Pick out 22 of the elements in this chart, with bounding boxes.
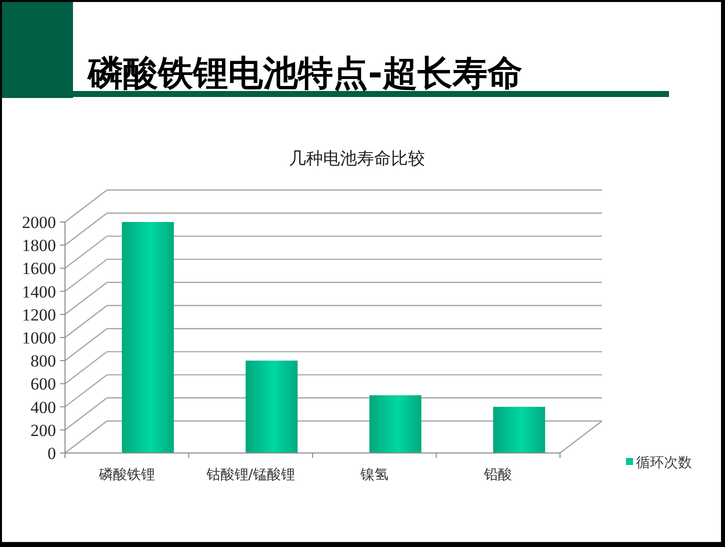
x-tick-label: 磷酸铁锂 (98, 467, 155, 483)
y-tick-label: 800 (30, 352, 56, 371)
y-tick-label: 600 (30, 374, 56, 394)
bar (493, 406, 546, 453)
y-tick-label: 400 (30, 398, 56, 417)
y-tick-label: 2000 (22, 212, 56, 232)
x-tick-label: 钴酸锂/锰酸锂 (205, 467, 295, 483)
y-tick-label: 1600 (22, 259, 56, 278)
chart-subtitle: 几种电池寿命比较 (289, 149, 425, 169)
y-tick-label: 200 (30, 420, 56, 440)
y-tick-label: 1400 (22, 282, 56, 302)
y-tick-label: 1200 (22, 305, 56, 324)
legend-label: 循环次数 (636, 454, 692, 471)
bar (369, 395, 422, 453)
y-tick-label: 0 (48, 444, 56, 463)
x-tick-label: 铅酸 (483, 467, 512, 483)
x-tick-label: 镍氢 (359, 467, 388, 483)
chart-title: 磷酸铁锂电池特点-超长寿命 (87, 54, 523, 94)
y-tick-label: 1000 (22, 328, 56, 348)
y-tick-label: 1800 (22, 236, 56, 256)
bar (122, 222, 174, 453)
bar (246, 360, 298, 453)
